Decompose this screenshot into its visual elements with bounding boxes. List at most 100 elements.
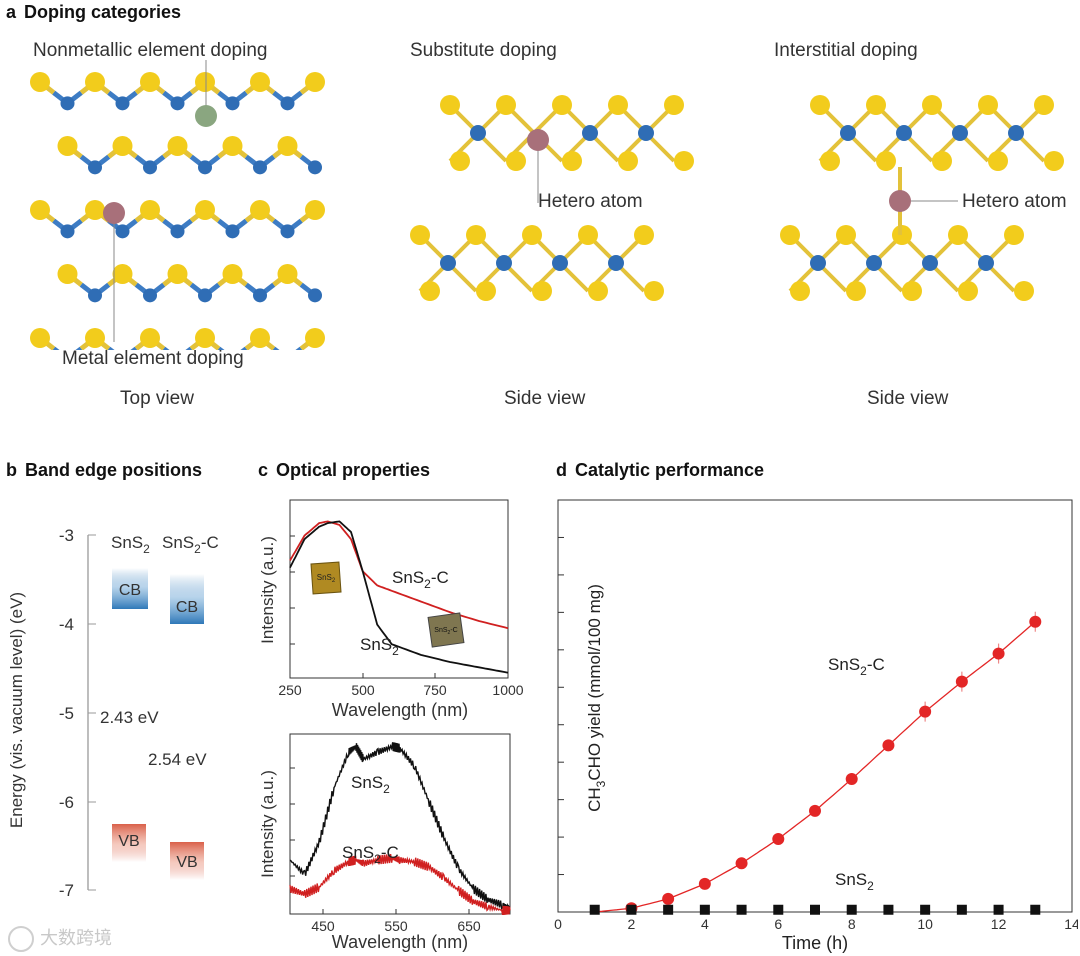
vb-label-sns2: VB [118, 833, 139, 850]
sns2c-point [992, 647, 1005, 660]
band-edge-diagram: Energy (vis. vacuum level) (eV) -3 -4 -5… [7, 526, 219, 900]
sulfur-atom [978, 95, 998, 115]
tin-atom [952, 125, 968, 141]
tin-atom [308, 160, 322, 175]
sns2-point [846, 904, 857, 915]
sulfur-atom [140, 72, 160, 92]
sulfur-atom [440, 95, 460, 115]
pl-xlabel: Wavelength (nm) [332, 932, 468, 952]
panel-c-letter: c [258, 460, 269, 480]
tin-atom [638, 125, 654, 141]
sulfur-atom [958, 281, 978, 301]
nonmetal-doping-label: Nonmetallic element doping [33, 40, 268, 61]
band-ytick-label-2: -4 [59, 615, 74, 634]
absorption-label-sns2c: SnS2-C [392, 568, 449, 591]
tin-atom [115, 224, 130, 239]
sns2-point [883, 904, 894, 915]
sns2-point [773, 904, 784, 915]
sns2-point [993, 904, 1004, 915]
absorption-xlabel: Wavelength (nm) [332, 700, 468, 720]
tin-atom [866, 255, 882, 271]
absorption-xtick-250: 250 [278, 682, 302, 698]
sns2c-point [809, 804, 821, 817]
pl-xtick-650: 650 [457, 918, 481, 934]
interstitial-doping-title: Interstitial doping [774, 40, 918, 61]
inset-sns2-photo: SnS2 [310, 561, 342, 595]
svg-text:SnS2: SnS2 [317, 573, 336, 584]
interstitial-hetero-label: Hetero atom [962, 191, 1067, 212]
absorption-xtick-500: 500 [351, 682, 375, 698]
watermark-logo-icon [8, 926, 34, 953]
band-ytick-label-5: -7 [59, 881, 74, 900]
sulfur-atom [790, 281, 810, 301]
panel-b-letter: b [6, 460, 17, 480]
svg-text:SnS2-C: SnS2-C [434, 627, 457, 636]
sns2-point [663, 904, 674, 915]
sns2c-point [1029, 615, 1042, 628]
sulfur-atom [608, 95, 628, 115]
sulfur-atom [140, 200, 160, 220]
sulfur-atom [988, 151, 1008, 171]
lattice-bond [272, 346, 280, 350]
sns2-point [956, 904, 967, 915]
panel-b-heading: b Band edge positions [6, 460, 202, 481]
sulfur-atom [836, 225, 856, 245]
tin-atom [60, 224, 75, 239]
band-col2-label: SnS2-C [162, 533, 219, 556]
substitute-side-view [410, 95, 694, 301]
sulfur-atom [250, 328, 270, 348]
sns2c-point [955, 675, 968, 688]
sulfur-atom [85, 72, 105, 92]
sulfur-atom [140, 328, 160, 348]
watermark: 大数跨境 [8, 924, 112, 953]
tin-atom [552, 255, 568, 271]
sulfur-atom [532, 281, 552, 301]
tin-atom [88, 160, 102, 175]
metal-dopant-atom [103, 202, 125, 224]
sulfur-atom [57, 136, 78, 156]
band-ytick-label-1: -3 [59, 526, 74, 545]
catalytic-label-sns2c: SnS2-C [828, 655, 885, 678]
tin-atom [280, 96, 295, 111]
tin-atom [308, 288, 322, 303]
sulfur-atom [780, 225, 800, 245]
sns2c-point [845, 773, 858, 786]
sulfur-atom [820, 151, 840, 171]
lattice-bond [295, 346, 303, 350]
sns2-point [736, 904, 747, 915]
tin-atom [143, 288, 157, 303]
tin-atom [896, 125, 912, 141]
tin-atom [582, 125, 598, 141]
sulfur-atom [664, 95, 684, 115]
series-line-sns2 [289, 520, 509, 674]
sulfur-atom [1014, 281, 1034, 301]
sulfur-atom [30, 72, 50, 92]
tin-atom [253, 160, 267, 175]
sulfur-atom [1044, 151, 1064, 171]
catalytic-xlabel: Time (h) [782, 933, 848, 953]
sulfur-atom [195, 200, 215, 220]
catalytic-ylabel: CH3CHO yield (mmol/100 mg) [585, 584, 608, 812]
tin-atom [1008, 125, 1024, 141]
top-view-lattice [30, 60, 325, 350]
pl-label-sns2c: SnS2-C [342, 843, 399, 866]
cb-bar-sns2c [170, 574, 204, 624]
sulfur-atom [922, 95, 942, 115]
tin-atom [440, 255, 456, 271]
sulfur-atom [810, 95, 830, 115]
sulfur-atom [522, 225, 542, 245]
absorption-ylabel: Intensity (a.u.) [258, 536, 277, 644]
panel-d-letter: d [556, 460, 567, 480]
band-gap-sns2: 2.43 eV [100, 708, 159, 727]
sulfur-atom [167, 136, 188, 156]
panel-d-title: Catalytic performance [575, 460, 765, 480]
sulfur-atom [562, 151, 582, 171]
sns2c-point [772, 832, 785, 845]
panel-d-heading: d Catalytic performance [556, 460, 764, 481]
sns2-point [810, 904, 820, 915]
absorption-xtick-750: 750 [423, 682, 447, 698]
sulfur-atom [948, 225, 968, 245]
sulfur-atom [644, 281, 664, 301]
tin-atom [253, 288, 267, 303]
sulfur-atom [250, 72, 270, 92]
